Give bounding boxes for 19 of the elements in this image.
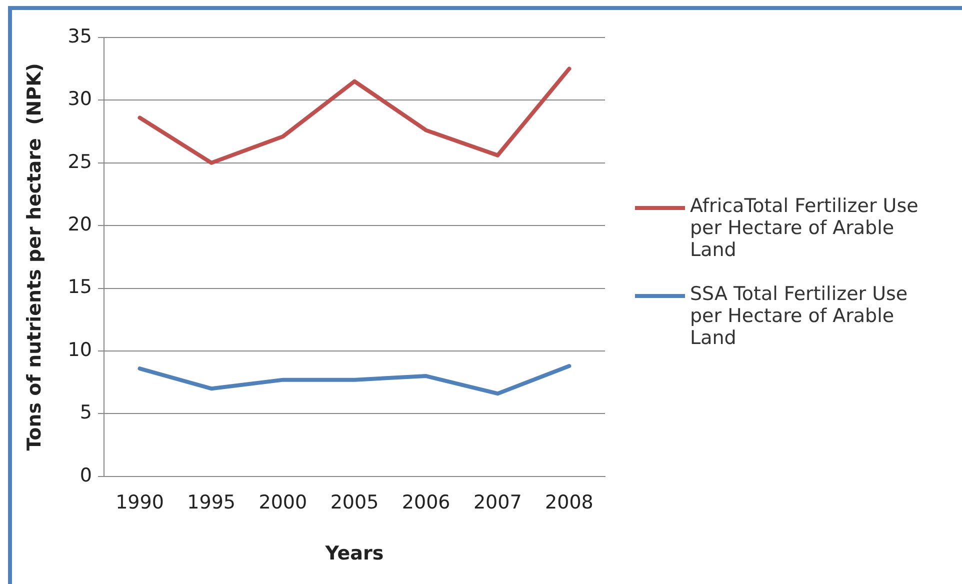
x-tick-label: 2008	[545, 492, 594, 514]
x-tick-label: 2005	[330, 492, 379, 514]
y-tick-label: 0	[80, 464, 92, 486]
x-tick-label: 2007	[473, 492, 522, 514]
x-tick-label: 1990	[116, 492, 164, 514]
y-tick-label: 10	[68, 338, 92, 361]
y-tick-label: 20	[68, 213, 92, 236]
y-tick-label: 25	[68, 150, 92, 173]
y-axis-title: Tons of nutrients per hectare (NPK)	[23, 63, 46, 451]
legend-label: AfricaTotal Fertilizer Use per Hectare of Arable Land	[690, 195, 920, 261]
x-tick-label: 2006	[402, 492, 450, 514]
y-tick-label: 35	[68, 25, 92, 48]
x-tick-label: 2000	[258, 492, 308, 514]
y-tick-label: 30	[68, 88, 92, 110]
x-axis-title: Years	[324, 542, 384, 565]
x-tick-label: 1995	[187, 492, 236, 514]
legend-label: SSA Total Fertilizer Use per Hectare of Arable Land	[690, 283, 909, 349]
y-tick-label: 15	[68, 276, 92, 298]
y-tick-label: 5	[80, 402, 92, 424]
